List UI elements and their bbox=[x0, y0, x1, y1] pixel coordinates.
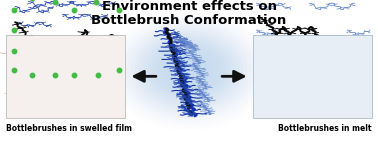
Ellipse shape bbox=[118, 19, 260, 121]
Ellipse shape bbox=[131, 28, 247, 112]
Ellipse shape bbox=[181, 64, 197, 76]
Ellipse shape bbox=[168, 55, 210, 85]
Ellipse shape bbox=[127, 25, 251, 115]
Ellipse shape bbox=[139, 34, 239, 106]
Ellipse shape bbox=[152, 43, 226, 97]
Ellipse shape bbox=[122, 22, 256, 118]
Text: Bottlebrushes in melt: Bottlebrushes in melt bbox=[278, 124, 372, 133]
Ellipse shape bbox=[164, 52, 214, 88]
FancyBboxPatch shape bbox=[253, 35, 372, 118]
Ellipse shape bbox=[185, 67, 193, 73]
Text: Bottlebrushes in swelled film: Bottlebrushes in swelled film bbox=[6, 124, 132, 133]
Ellipse shape bbox=[143, 37, 235, 103]
Ellipse shape bbox=[147, 40, 231, 100]
Text: Environment effects on
Bottlebrush Conformation: Environment effects on Bottlebrush Confo… bbox=[91, 0, 287, 28]
Ellipse shape bbox=[156, 46, 222, 94]
Ellipse shape bbox=[135, 31, 243, 109]
Ellipse shape bbox=[160, 49, 218, 91]
FancyBboxPatch shape bbox=[6, 35, 125, 118]
Ellipse shape bbox=[172, 58, 206, 82]
Ellipse shape bbox=[177, 61, 201, 79]
